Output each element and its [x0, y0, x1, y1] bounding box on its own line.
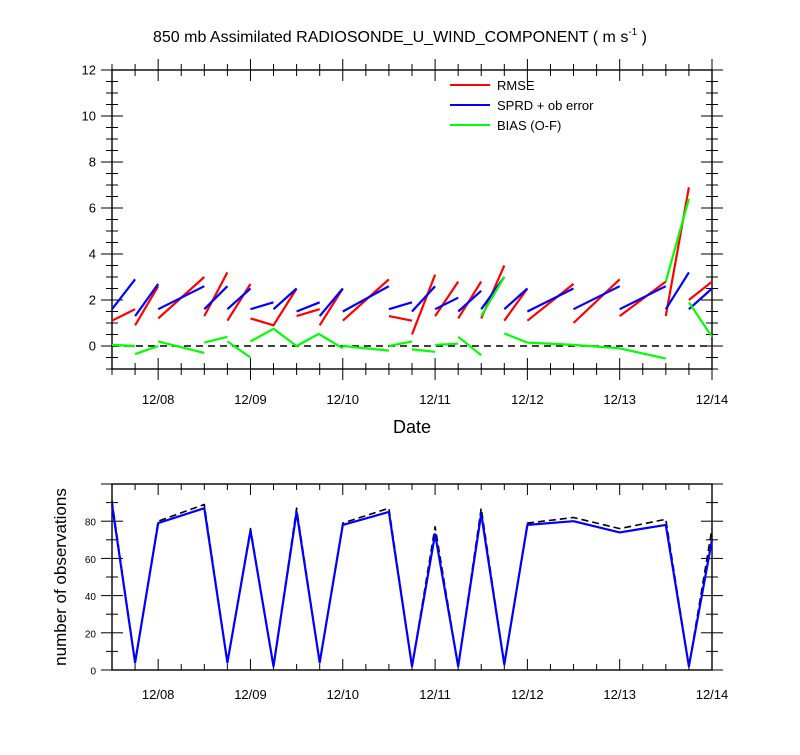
series-rmse-segment — [688, 280, 713, 301]
series-bias-o-f-segment — [249, 327, 321, 348]
y-tick-label: 20 — [85, 629, 97, 640]
series-bias-o-f-segment — [411, 348, 436, 353]
series-sprd-ob-error-segment — [388, 301, 413, 311]
series-sprd-ob-error-segment — [272, 287, 298, 311]
series-bias-o-f-segment — [480, 276, 506, 317]
series-bias-o-f-segment — [226, 340, 252, 359]
series-sprd-ob-error-segment — [134, 283, 160, 317]
x-tick-label: 12/08 — [142, 687, 175, 702]
series-sprd-ob-error-segment — [411, 285, 436, 313]
series-rmse-segment — [503, 287, 529, 322]
x-tick-label: 12/14 — [696, 687, 729, 702]
y-axis-label: number of observations — [51, 488, 70, 666]
series-bias-o-f-segment — [573, 343, 620, 350]
series-bias-o-f-segment — [664, 198, 690, 282]
series-available-observations-line — [111, 500, 713, 668]
y-tick-label: 12 — [82, 63, 96, 78]
series-rmse-segment — [388, 315, 413, 322]
y-tick-label: 10 — [82, 109, 96, 124]
series-sprd-ob-error-segment — [688, 287, 713, 311]
x-axis-label: Date — [393, 417, 431, 437]
x-tick-label: 12/08 — [142, 392, 175, 407]
x-tick-label: 12/11 — [419, 392, 451, 407]
x-tick-label: 12/09 — [234, 392, 267, 407]
series-rmse-segment — [434, 280, 460, 317]
y-tick-label: 0 — [90, 667, 96, 678]
series-bias-o-f-segment — [527, 341, 574, 346]
x-tick-label: 12/10 — [326, 392, 359, 407]
series-assimilated-observations-line — [110, 504, 714, 668]
series-bias-o-f-segment — [619, 347, 667, 360]
y-tick-label: 2 — [89, 293, 96, 308]
series-sprd-ob-error-segment — [573, 285, 621, 311]
y-tick-label: 4 — [89, 247, 96, 262]
series-rmse-segment — [296, 308, 321, 318]
series-sprd-ob-error-segment — [318, 287, 344, 317]
x-tick-label: 12/13 — [603, 392, 636, 407]
series-sprd-ob-error-segment — [434, 296, 459, 311]
series-bias-o-f-segment — [319, 333, 344, 350]
legend-label: BIAS (O-F) — [497, 118, 561, 133]
series-bias-o-f-segment — [342, 344, 390, 352]
top-panel: 12/08 12/09 12/10 12/11 12/12 12/13 12/14 0 2 4 6 8… — [82, 59, 729, 437]
series-rmse-segment — [526, 283, 575, 322]
series-sprd-ob-error-segment — [664, 271, 690, 310]
y-tick-label: 6 — [89, 201, 96, 216]
series-bias-o-f-segment — [687, 301, 713, 338]
series-rmse-segment — [203, 271, 229, 317]
series-sprd-ob-error-segment — [203, 285, 229, 310]
series-sprd-ob-error-segment — [619, 285, 667, 311]
legend-label: SPRD + ob error — [497, 98, 594, 113]
series-sprd-ob-error-segment — [250, 301, 274, 311]
series-rmse-segment — [664, 187, 690, 317]
y-tick-label: 80 — [85, 518, 97, 529]
series-rmse-segment — [572, 278, 621, 324]
y-tick-label: 60 — [85, 555, 97, 566]
x-tick-label: 12/13 — [603, 687, 636, 702]
series-sprd-ob-error-segment — [503, 287, 529, 311]
series-sprd-ob-error-segment — [157, 285, 205, 311]
y-tick-label: 8 — [89, 155, 96, 170]
series-bias-o-f-segment — [435, 342, 459, 346]
plot-frame — [111, 483, 713, 671]
series-bias-o-f-segment — [503, 332, 528, 344]
x-tick-label: 12/09 — [234, 687, 267, 702]
series-rmse-segment — [226, 283, 252, 322]
series-sprd-ob-error-segment — [226, 287, 252, 311]
x-tick-label: 12/10 — [326, 687, 359, 702]
series-bias-o-f-segment — [388, 340, 413, 348]
series-sprd-ob-error-segment — [111, 278, 136, 310]
series-sprd-ob-error-segment — [342, 285, 390, 313]
chart-title: 850 mb Assimilated RADIOSONDE_U_WIND_COM… — [153, 27, 647, 46]
x-tick-label: 12/14 — [696, 392, 729, 407]
series-sprd-ob-error-segment — [296, 301, 321, 313]
series-rmse-segment — [111, 308, 136, 322]
x-tick-label: 12/11 — [419, 687, 451, 702]
series-bias-o-f-segment — [134, 344, 159, 356]
y-tick-label: 40 — [85, 592, 97, 603]
x-tick-label: 12/12 — [511, 687, 544, 702]
series-bias-o-f-segment — [157, 340, 205, 354]
series-bias-o-f-segment — [111, 343, 136, 348]
series-rmse-segment — [250, 287, 298, 327]
x-tick-label: 12/12 — [511, 392, 544, 407]
series-bias-o-f-segment — [204, 335, 228, 344]
series-sprd-ob-error-segment — [526, 287, 574, 313]
series-rmse-segment — [134, 285, 160, 326]
series-sprd-ob-error-segment — [457, 289, 482, 313]
legend-label: RMSE — [497, 78, 535, 93]
series-bias-o-f-segment — [457, 335, 482, 357]
y-tick-label: 0 — [89, 339, 96, 354]
plot-frame — [111, 69, 713, 370]
bottom-panel: 12/08 12/09 12/10 12/11 12/12 12/13 12/14 0 20 40… — [51, 483, 729, 702]
series-rmse-segment — [410, 274, 437, 335]
